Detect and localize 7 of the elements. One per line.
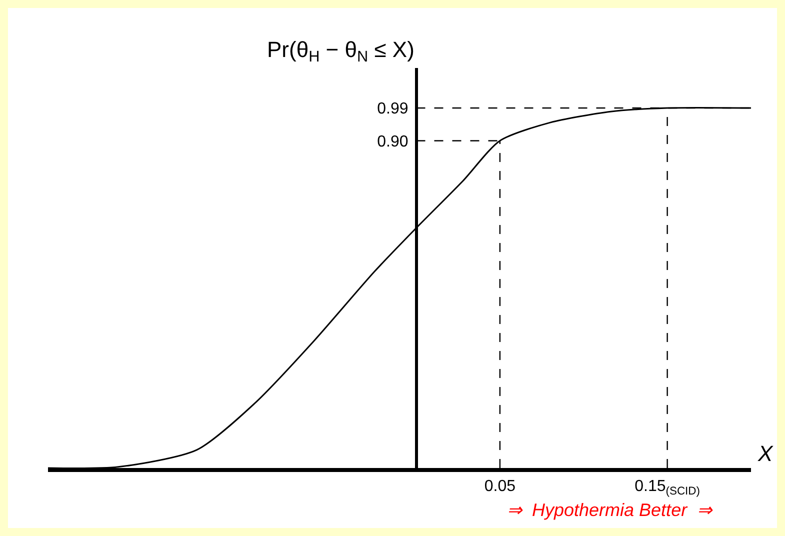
y-tick-label: 0.99: [377, 100, 408, 118]
text: ⇒ Hypothermia Better ⇒: [507, 500, 714, 520]
x-axis-title: X: [757, 441, 774, 466]
x-tick-label: 0.15$_{(SCID)}$: [634, 478, 700, 498]
y-axis-title: Pr(θ$_{H}$ − θ$_{N}$ ≤ X): [267, 37, 414, 66]
y-tick-label: 0.90: [377, 133, 408, 150]
x-tick-label: 0.05: [484, 478, 516, 496]
